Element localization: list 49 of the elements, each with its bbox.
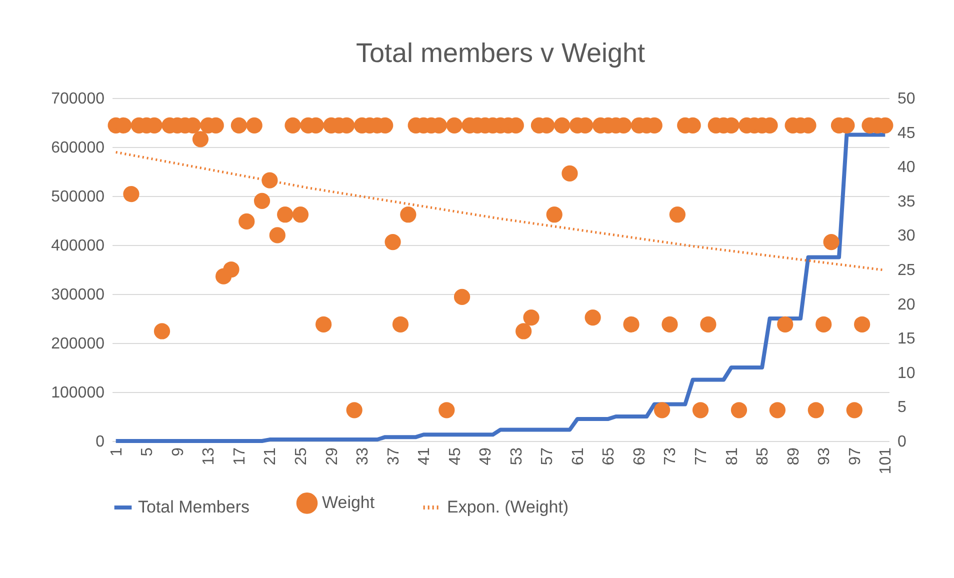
x-tick-label: 9 <box>170 447 187 456</box>
legend-label: Expon. (Weight) <box>447 498 569 516</box>
x-tick-label: 21 <box>262 447 280 466</box>
legend-label: Total Members <box>138 498 250 516</box>
y2-tick-label: 20 <box>898 296 916 314</box>
y2-tick-label: 25 <box>898 262 916 279</box>
x-tick-label: 45 <box>446 447 464 466</box>
x-tick-label: 85 <box>754 447 772 466</box>
chart-title: Total members v Weight <box>356 38 646 68</box>
y2-tick-label: 0 <box>898 434 906 450</box>
y2-tick-label: 5 <box>898 399 906 416</box>
x-tick-label: 33 <box>354 447 372 466</box>
x-tick-label: 13 <box>200 447 218 466</box>
x-tick-label: 97 <box>846 447 864 466</box>
x-tick-label: 57 <box>539 447 556 466</box>
y-tick-label: 0 <box>96 434 105 450</box>
y-tick-label: 600000 <box>51 140 105 156</box>
x-tick-label: 65 <box>600 447 618 466</box>
x-tick-label: 29 <box>324 447 341 466</box>
x-tick-label: 5 <box>139 447 156 456</box>
y-tick-label: 100000 <box>51 384 105 402</box>
y2-tick-label: 10 <box>898 364 916 382</box>
legend-label: Weight <box>322 493 375 512</box>
y2-tick-label: 15 <box>898 330 916 348</box>
x-tick-label: 69 <box>631 447 648 466</box>
y-tick-label: 200000 <box>51 336 105 352</box>
y2-tick-label: 40 <box>898 159 916 176</box>
x-tick-label: 1 <box>108 447 126 456</box>
x-tick-label: 73 <box>662 447 680 466</box>
y-tick-label: 400000 <box>51 238 105 254</box>
y2-tick-label: 35 <box>898 193 916 210</box>
x-tick-label: 41 <box>416 447 434 466</box>
x-tick-label: 61 <box>570 447 587 466</box>
y-tick-label: 500000 <box>51 188 105 206</box>
y2-tick-label: 50 <box>898 90 916 108</box>
x-tick-label: 53 <box>508 447 526 466</box>
y-tick-label: 700000 <box>51 90 105 108</box>
x-tick-label: 49 <box>478 447 495 466</box>
x-tick-label: 25 <box>292 447 310 466</box>
x-tick-label: 37 <box>385 447 402 466</box>
x-tick-label: 17 <box>231 447 248 466</box>
x-tick-label: 77 <box>693 447 710 466</box>
y2-tick-label: 45 <box>898 124 916 142</box>
y-tick-label: 300000 <box>51 286 105 304</box>
x-tick-label: 89 <box>785 447 802 466</box>
x-tick-label: 81 <box>724 447 741 466</box>
x-tick-label: 101 <box>878 447 895 474</box>
y2-tick-label: 30 <box>898 228 916 245</box>
x-tick-label: 93 <box>816 447 834 466</box>
